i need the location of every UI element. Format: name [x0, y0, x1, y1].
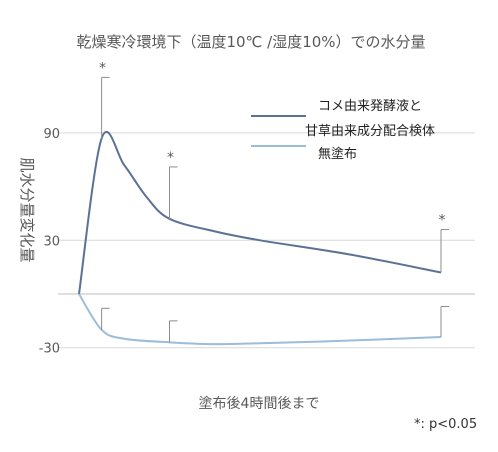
footnote: *: p<0.05	[414, 417, 477, 432]
legend-label-control: 無塗布	[318, 146, 357, 162]
grid	[58, 132, 475, 349]
series-line-control	[78, 293, 442, 346]
significance-marker: *	[99, 60, 106, 76]
error-bars: * * *	[99, 60, 449, 343]
y-axis-label: 肌水分量変化量	[18, 157, 36, 262]
legend-label-treated-1: コメ由来発酵液と	[318, 99, 422, 114]
significance-marker: *	[439, 213, 446, 229]
legend: コメ由来発酵液と 甘草由来成分配合検体 無塗布	[251, 99, 435, 162]
chart-title: 乾燥寒冷環境下（温度10℃ /湿度10%）での水分量	[76, 33, 425, 51]
x-axis-label: 塗布後4時間後まで	[199, 395, 320, 412]
series-line-treated	[78, 130, 442, 295]
y-ticks: 90 30 -30	[39, 127, 60, 357]
y-tick-label: -30	[39, 342, 60, 357]
y-tick-label: 90	[43, 127, 60, 142]
y-tick-label: 30	[43, 234, 60, 249]
significance-marker: *	[167, 150, 174, 166]
series	[78, 130, 442, 346]
legend-label-treated-2: 甘草由来成分配合検体	[305, 124, 435, 139]
